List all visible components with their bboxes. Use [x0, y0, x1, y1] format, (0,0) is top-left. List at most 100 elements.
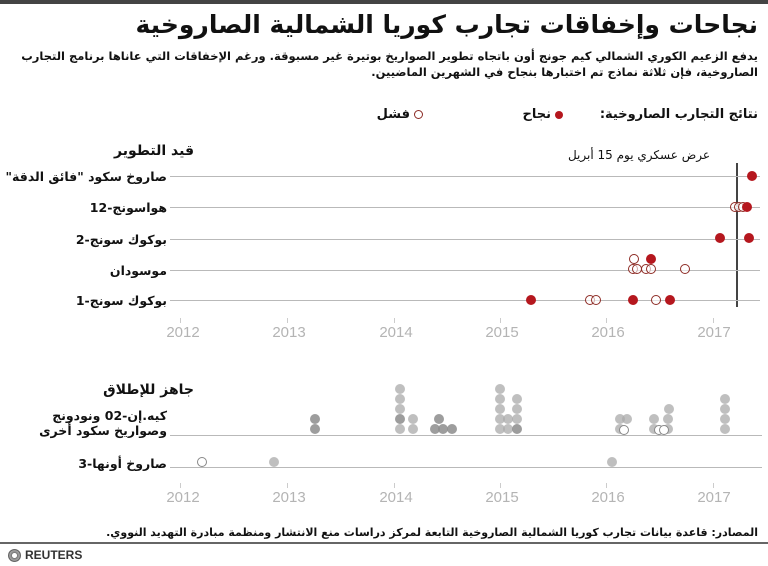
ready-point: [615, 414, 625, 424]
year-label: 2017: [697, 324, 731, 341]
ready-point: [503, 424, 513, 434]
ready-point: [720, 394, 730, 404]
axis-tick: [394, 318, 395, 323]
ready-point: [395, 384, 405, 394]
year-label: 2014: [379, 489, 413, 506]
row-label-kn02-nodong-scud: كيه.إن-02 ونودونج وصواريخ سكود أخرى: [39, 408, 167, 438]
failure-point: [646, 264, 656, 274]
axis-tick: [713, 318, 714, 323]
ready-point: [430, 424, 440, 434]
ready-point: [607, 457, 617, 467]
year-label: 2016: [591, 324, 625, 341]
success-point: [747, 171, 757, 181]
axis-tick: [287, 483, 288, 488]
row-gridline: [170, 300, 760, 301]
ready-point: [434, 414, 444, 424]
success-point: [744, 233, 754, 243]
row-label-pukguksong-1: بوكوك سونج-1: [75, 293, 167, 308]
ready-point: [438, 424, 448, 434]
ready-point: [503, 414, 513, 424]
ready-point: [495, 414, 505, 424]
bottom-rule: [0, 542, 768, 544]
year-label: 2013: [272, 489, 306, 506]
success-point: [742, 202, 752, 212]
parade-annotation: عرض عسكري يوم 15 أبريل: [567, 148, 710, 162]
ready-point: [495, 384, 505, 394]
ready-point: [408, 424, 418, 434]
source-note: المصادر: قاعدة بيانات تجارب كوريا الشمال…: [106, 526, 758, 539]
ready-point: [395, 394, 405, 404]
row-gridline: [170, 270, 760, 271]
failure-point: [651, 295, 661, 305]
ready-point: [395, 404, 405, 414]
ready-point: [664, 404, 674, 414]
year-label: 2015: [485, 324, 519, 341]
row-gridline: [170, 435, 762, 436]
ready-point: [720, 404, 730, 414]
year-label: 2016: [591, 489, 625, 506]
success-point: [526, 295, 536, 305]
year-label: 2017: [697, 489, 731, 506]
axis-tick: [287, 318, 288, 323]
ready-point: [720, 424, 730, 434]
reuters-brand: REUTERS: [8, 548, 82, 562]
row-gridline: [170, 467, 762, 468]
row-label-line: كيه.إن-02 ونودونج: [52, 408, 167, 423]
success-point: [665, 295, 675, 305]
success-point: [646, 254, 656, 264]
ready-point: [310, 414, 320, 424]
section-heading-development: قيد التطوير: [114, 143, 194, 159]
axis-tick: [606, 483, 607, 488]
reuters-logo-icon: [8, 548, 21, 562]
row-gridline: [170, 207, 760, 208]
ready-point: [495, 404, 505, 414]
section-heading-ready: جاهز للإطلاق: [103, 382, 194, 398]
failure-point: [629, 254, 639, 264]
ready-point: [512, 414, 522, 424]
ready-failure-point: [659, 425, 669, 435]
row-label-line: وصواريخ سكود أخرى: [39, 423, 167, 438]
failure-point: [591, 295, 601, 305]
ready-point: [622, 414, 632, 424]
ready-point: [495, 394, 505, 404]
legend-success: نجاح: [522, 107, 563, 122]
ready-point: [395, 414, 405, 424]
row-label-hwasong-12: هواسونج-12: [89, 200, 167, 215]
year-label: 2012: [166, 324, 200, 341]
success-point: [628, 295, 638, 305]
row-label-musudan: موسودان: [109, 263, 167, 278]
axis-tick: [606, 318, 607, 323]
chart-subtitle: يدفع الزعيم الكوري الشمالي كيم جونج أون …: [21, 49, 758, 79]
axis-tick: [394, 483, 395, 488]
axis-tick: [500, 318, 501, 323]
ready-point: [512, 424, 522, 434]
ready-point: [720, 414, 730, 424]
year-label: 2012: [166, 489, 200, 506]
brand-name: REUTERS: [25, 548, 83, 562]
row-label-pukguksong-2: بوكوك سونج-2: [75, 232, 167, 247]
chart-title: نجاحات وإخفاقات تجارب كوريا الشمالية الص…: [135, 10, 759, 39]
legend: نتائج التجارب الصاروخية: نجاح فشل: [10, 107, 758, 127]
row-gridline: [170, 239, 760, 240]
success-point: [715, 233, 725, 243]
ready-point: [408, 414, 418, 424]
ready-point: [512, 394, 522, 404]
ready-point: [269, 457, 279, 467]
year-label: 2014: [379, 324, 413, 341]
ready-point: [447, 424, 457, 434]
ready-point: [395, 424, 405, 434]
ready-failure-point: [619, 425, 629, 435]
hollow-circle-icon: [414, 110, 423, 119]
ready-point: [649, 414, 659, 424]
legend-label: نتائج التجارب الصاروخية:: [599, 107, 758, 122]
parade-marker-line: [736, 163, 738, 307]
ready-failure-point: [197, 457, 207, 467]
failure-point: [680, 264, 690, 274]
row-label-unha-3: صاروخ أونها-3: [78, 456, 167, 471]
year-label: 2013: [272, 324, 306, 341]
axis-tick: [500, 483, 501, 488]
legend-failure: فشل: [377, 107, 423, 122]
top-rule: [0, 0, 768, 4]
axis-tick: [180, 483, 181, 488]
ready-point: [495, 424, 505, 434]
